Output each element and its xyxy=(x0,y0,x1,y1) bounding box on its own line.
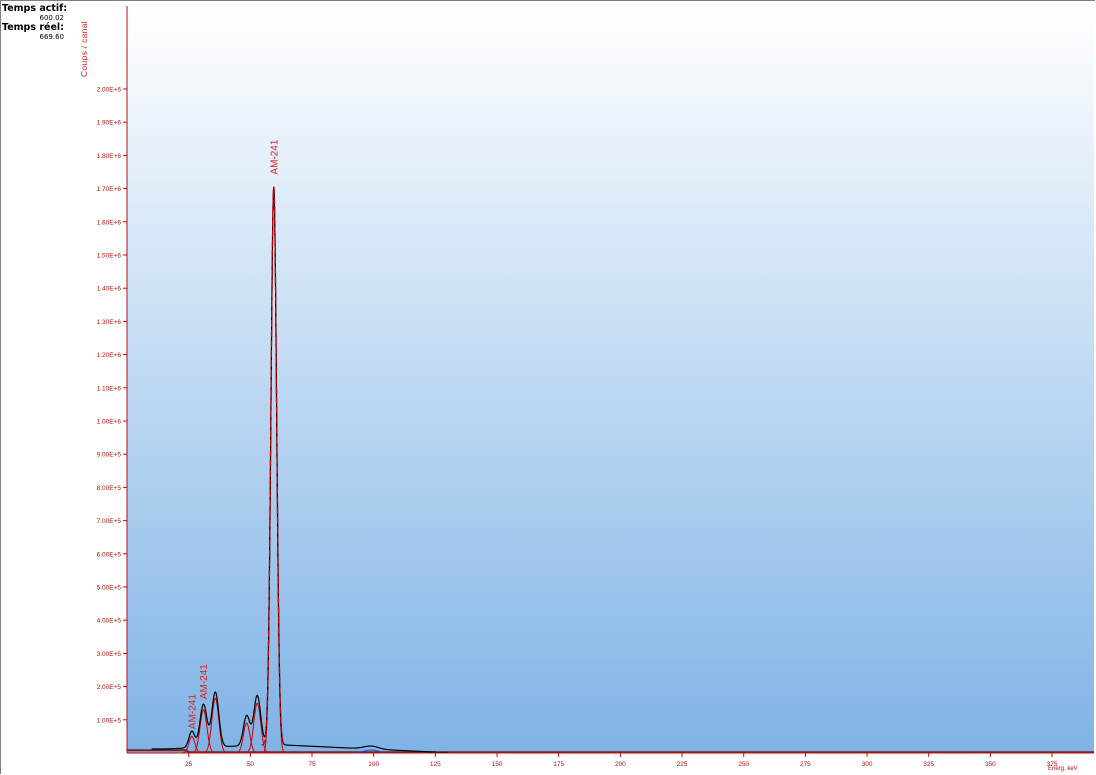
x-tick-label: 350 xyxy=(985,761,996,768)
y-tick-label: 1.30E+6 xyxy=(97,319,122,326)
x-tick-label: 200 xyxy=(615,761,626,768)
y-tick-label: 6.00E+5 xyxy=(97,551,122,558)
real-time-label: Temps réel: xyxy=(2,22,64,33)
y-tick-label: 3.00E+5 xyxy=(97,651,122,658)
live-time-label: Temps actif: xyxy=(2,3,68,14)
live-time-value: 600.02 xyxy=(39,14,65,22)
spectrum-curve xyxy=(151,186,448,754)
y-tick-label: 2.00E+5 xyxy=(97,684,122,691)
x-tick-label: 75 xyxy=(308,761,316,768)
x-tick-label: 300 xyxy=(862,761,873,768)
y-tick-label: 1.10E+6 xyxy=(97,385,122,392)
peak-label: AM-241 xyxy=(269,139,280,174)
y-tick-label: 5.00E+5 xyxy=(97,585,122,592)
x-tick-label: 375 xyxy=(1047,761,1058,768)
y-tick-label: 8.00E+5 xyxy=(97,485,122,492)
y-tick-label: 7.00E+5 xyxy=(97,518,122,525)
peak-label: AM-241 xyxy=(199,664,210,699)
plot-area xyxy=(127,6,1094,753)
fit-component-curve xyxy=(189,709,218,754)
x-tick-label: 50 xyxy=(247,761,255,768)
y-tick-label: 1.00E+6 xyxy=(97,419,122,426)
y-tick-label: 1.40E+6 xyxy=(97,286,122,293)
y-axis-ticks: 1.00E+5 2.00E+5 3.00E+5 4.00E+5 5.00E+5 6.00E… xyxy=(97,87,127,724)
spectrum-curves xyxy=(127,186,1094,754)
y-tick-label: 1.50E+6 xyxy=(97,253,122,260)
x-tick-label: 275 xyxy=(800,761,811,768)
y-tick-label: 1.90E+6 xyxy=(97,120,122,127)
x-tick-label: 25 xyxy=(185,761,193,768)
main-peak-fit-curve xyxy=(261,186,287,746)
fit-component-curve xyxy=(201,697,229,754)
peak-label: AM-241 xyxy=(187,694,198,729)
x-tick-label: 100 xyxy=(368,761,379,768)
y-tick-label: 1.70E+6 xyxy=(97,186,122,193)
x-axis-ticks: 25 50 75 100 125 150 175 200 225 250 275 300 325 350 3… xyxy=(185,753,1058,768)
y-tick-label: 4.00E+5 xyxy=(97,618,122,625)
x-tick-label: 225 xyxy=(677,761,688,768)
y-tick-label: 1.20E+6 xyxy=(97,352,122,359)
x-tick-label: 175 xyxy=(553,761,564,768)
x-tick-label: 125 xyxy=(430,761,441,768)
real-time-value: 669.60 xyxy=(39,33,65,41)
fit-component-curve xyxy=(243,702,271,754)
y-tick-label: 2.00E+6 xyxy=(97,87,122,94)
fit-component-curve xyxy=(233,722,260,754)
x-axis-title: Energ. keV xyxy=(1048,766,1078,772)
x-tick-label: 325 xyxy=(923,761,934,768)
baseline-curve xyxy=(127,749,1094,754)
y-tick-label: 1.80E+6 xyxy=(97,153,122,160)
x-tick-label: 250 xyxy=(738,761,749,768)
acquisition-info: Temps actif: 600.02 Temps réel: 669.60 xyxy=(0,3,76,41)
x-tick-label: 150 xyxy=(492,761,503,768)
y-tick-label: 1.60E+6 xyxy=(97,219,122,226)
y-tick-label: 1.00E+5 xyxy=(97,717,122,724)
y-tick-label: 9.00E+5 xyxy=(97,452,122,459)
